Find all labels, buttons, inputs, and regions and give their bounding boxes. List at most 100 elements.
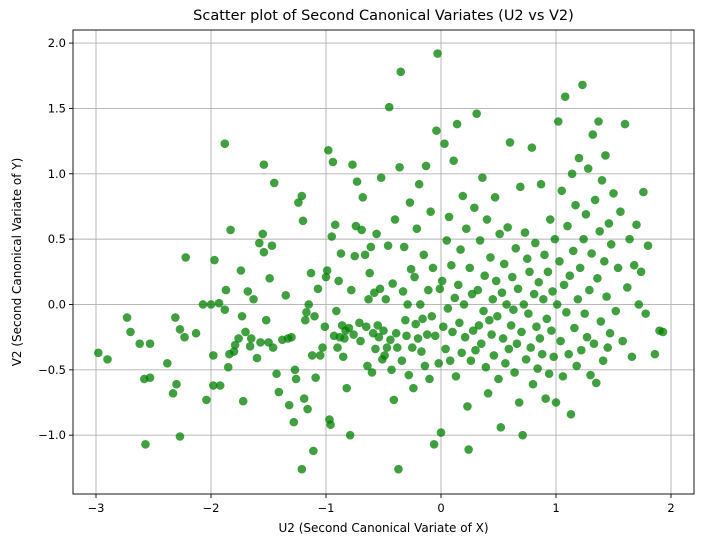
scatter-point <box>459 300 469 309</box>
scatter-point <box>528 379 538 389</box>
scatter-point <box>554 117 563 126</box>
scatter-point <box>387 365 396 375</box>
scatter-point <box>525 267 534 277</box>
scatter-point <box>358 193 368 202</box>
scatter-point <box>586 370 595 380</box>
scatter-point <box>518 430 527 440</box>
scatter-point <box>560 92 570 101</box>
scatter-point <box>94 348 103 358</box>
scatter-point <box>496 423 506 432</box>
scatter-point <box>457 348 467 358</box>
scatter-point <box>483 389 493 398</box>
scatter-point <box>396 67 406 77</box>
scatter-point <box>526 343 535 352</box>
scatter-point <box>510 368 519 377</box>
scatter-point <box>381 294 391 304</box>
scatter-point <box>604 219 614 228</box>
scatter-point <box>464 445 473 454</box>
scatter-point <box>420 361 430 371</box>
scatter-point <box>324 145 333 155</box>
scatter-point <box>103 355 112 364</box>
scatter-point <box>583 164 593 173</box>
x-tick-label: −3 <box>88 501 105 515</box>
scatter-point <box>536 179 546 189</box>
scatter-point <box>379 326 388 335</box>
scatter-point <box>567 169 577 179</box>
y-tick-label: −1.0 <box>38 428 66 442</box>
scatter-point <box>226 225 235 235</box>
scatter-point <box>486 253 495 262</box>
scatter-point <box>441 344 450 354</box>
scatter-point <box>298 216 308 226</box>
y-tick-label: 1.0 <box>48 167 66 181</box>
scatter-point <box>269 178 279 188</box>
scatter-point <box>540 250 549 260</box>
scatter-point <box>534 277 544 287</box>
scatter-point <box>291 374 301 384</box>
scatter-point <box>398 287 408 296</box>
scatter-point <box>609 189 618 198</box>
scatter-point <box>437 276 447 286</box>
scatter-point <box>559 280 569 290</box>
scatter-point <box>529 289 539 299</box>
scatter-point <box>650 349 660 359</box>
scatter-point <box>501 358 510 368</box>
scatter-point <box>326 420 335 430</box>
scatter-point <box>470 203 479 213</box>
scatter-point <box>513 284 523 294</box>
scatter-point <box>450 293 460 303</box>
scatter-point <box>419 250 429 260</box>
scatter-point <box>580 309 590 318</box>
scatter-point <box>636 267 646 277</box>
x-tick-label: −2 <box>203 501 220 515</box>
scatter-point <box>497 288 507 298</box>
scatter-point <box>391 328 401 338</box>
scatter-point <box>522 254 532 264</box>
scatter-point <box>313 284 323 294</box>
scatter-point <box>505 138 515 147</box>
scatter-point <box>299 394 309 403</box>
y-axis-label: V2 (Second Canonical Variate of Y) <box>10 158 24 367</box>
scatter-point <box>591 378 601 388</box>
scatter-point <box>531 238 540 248</box>
scatter-point <box>409 383 418 393</box>
scatter-point <box>502 300 511 309</box>
scatter-point <box>590 195 600 205</box>
scatter-point <box>145 373 155 382</box>
scatter-point <box>432 126 441 135</box>
scatter-point <box>209 351 218 360</box>
scatter-point <box>386 335 395 345</box>
scatter-point <box>520 228 530 237</box>
scatter-point <box>453 280 463 290</box>
scatter-point <box>556 336 565 346</box>
scatter-point <box>261 315 271 325</box>
scatter-point <box>355 318 364 328</box>
scatter-point <box>488 294 498 304</box>
scatter-point <box>284 400 294 410</box>
scatter-point <box>455 318 464 328</box>
scatter-point <box>547 326 556 335</box>
scatter-point <box>330 220 340 230</box>
scatter-point <box>456 245 465 254</box>
scatter-point <box>495 229 504 239</box>
scatter-point <box>579 234 588 244</box>
scatter-point <box>503 223 512 232</box>
scatter-point <box>623 283 632 292</box>
scatter-point <box>403 300 412 309</box>
scatter-point <box>494 374 503 384</box>
scatter-point <box>246 334 256 343</box>
scatter-point <box>289 417 299 427</box>
scatter-point <box>209 381 218 390</box>
scatter-point <box>252 353 262 363</box>
scatter-point <box>639 187 648 197</box>
scatter-point <box>401 315 410 325</box>
scatter-point <box>571 200 580 210</box>
scatter-point <box>606 240 616 249</box>
scatter-point <box>578 80 587 90</box>
scatter-point <box>601 151 610 160</box>
scatter-point <box>297 464 307 474</box>
scatter-point <box>434 358 444 368</box>
scatter-point <box>445 356 455 365</box>
scatter-point <box>376 173 386 182</box>
